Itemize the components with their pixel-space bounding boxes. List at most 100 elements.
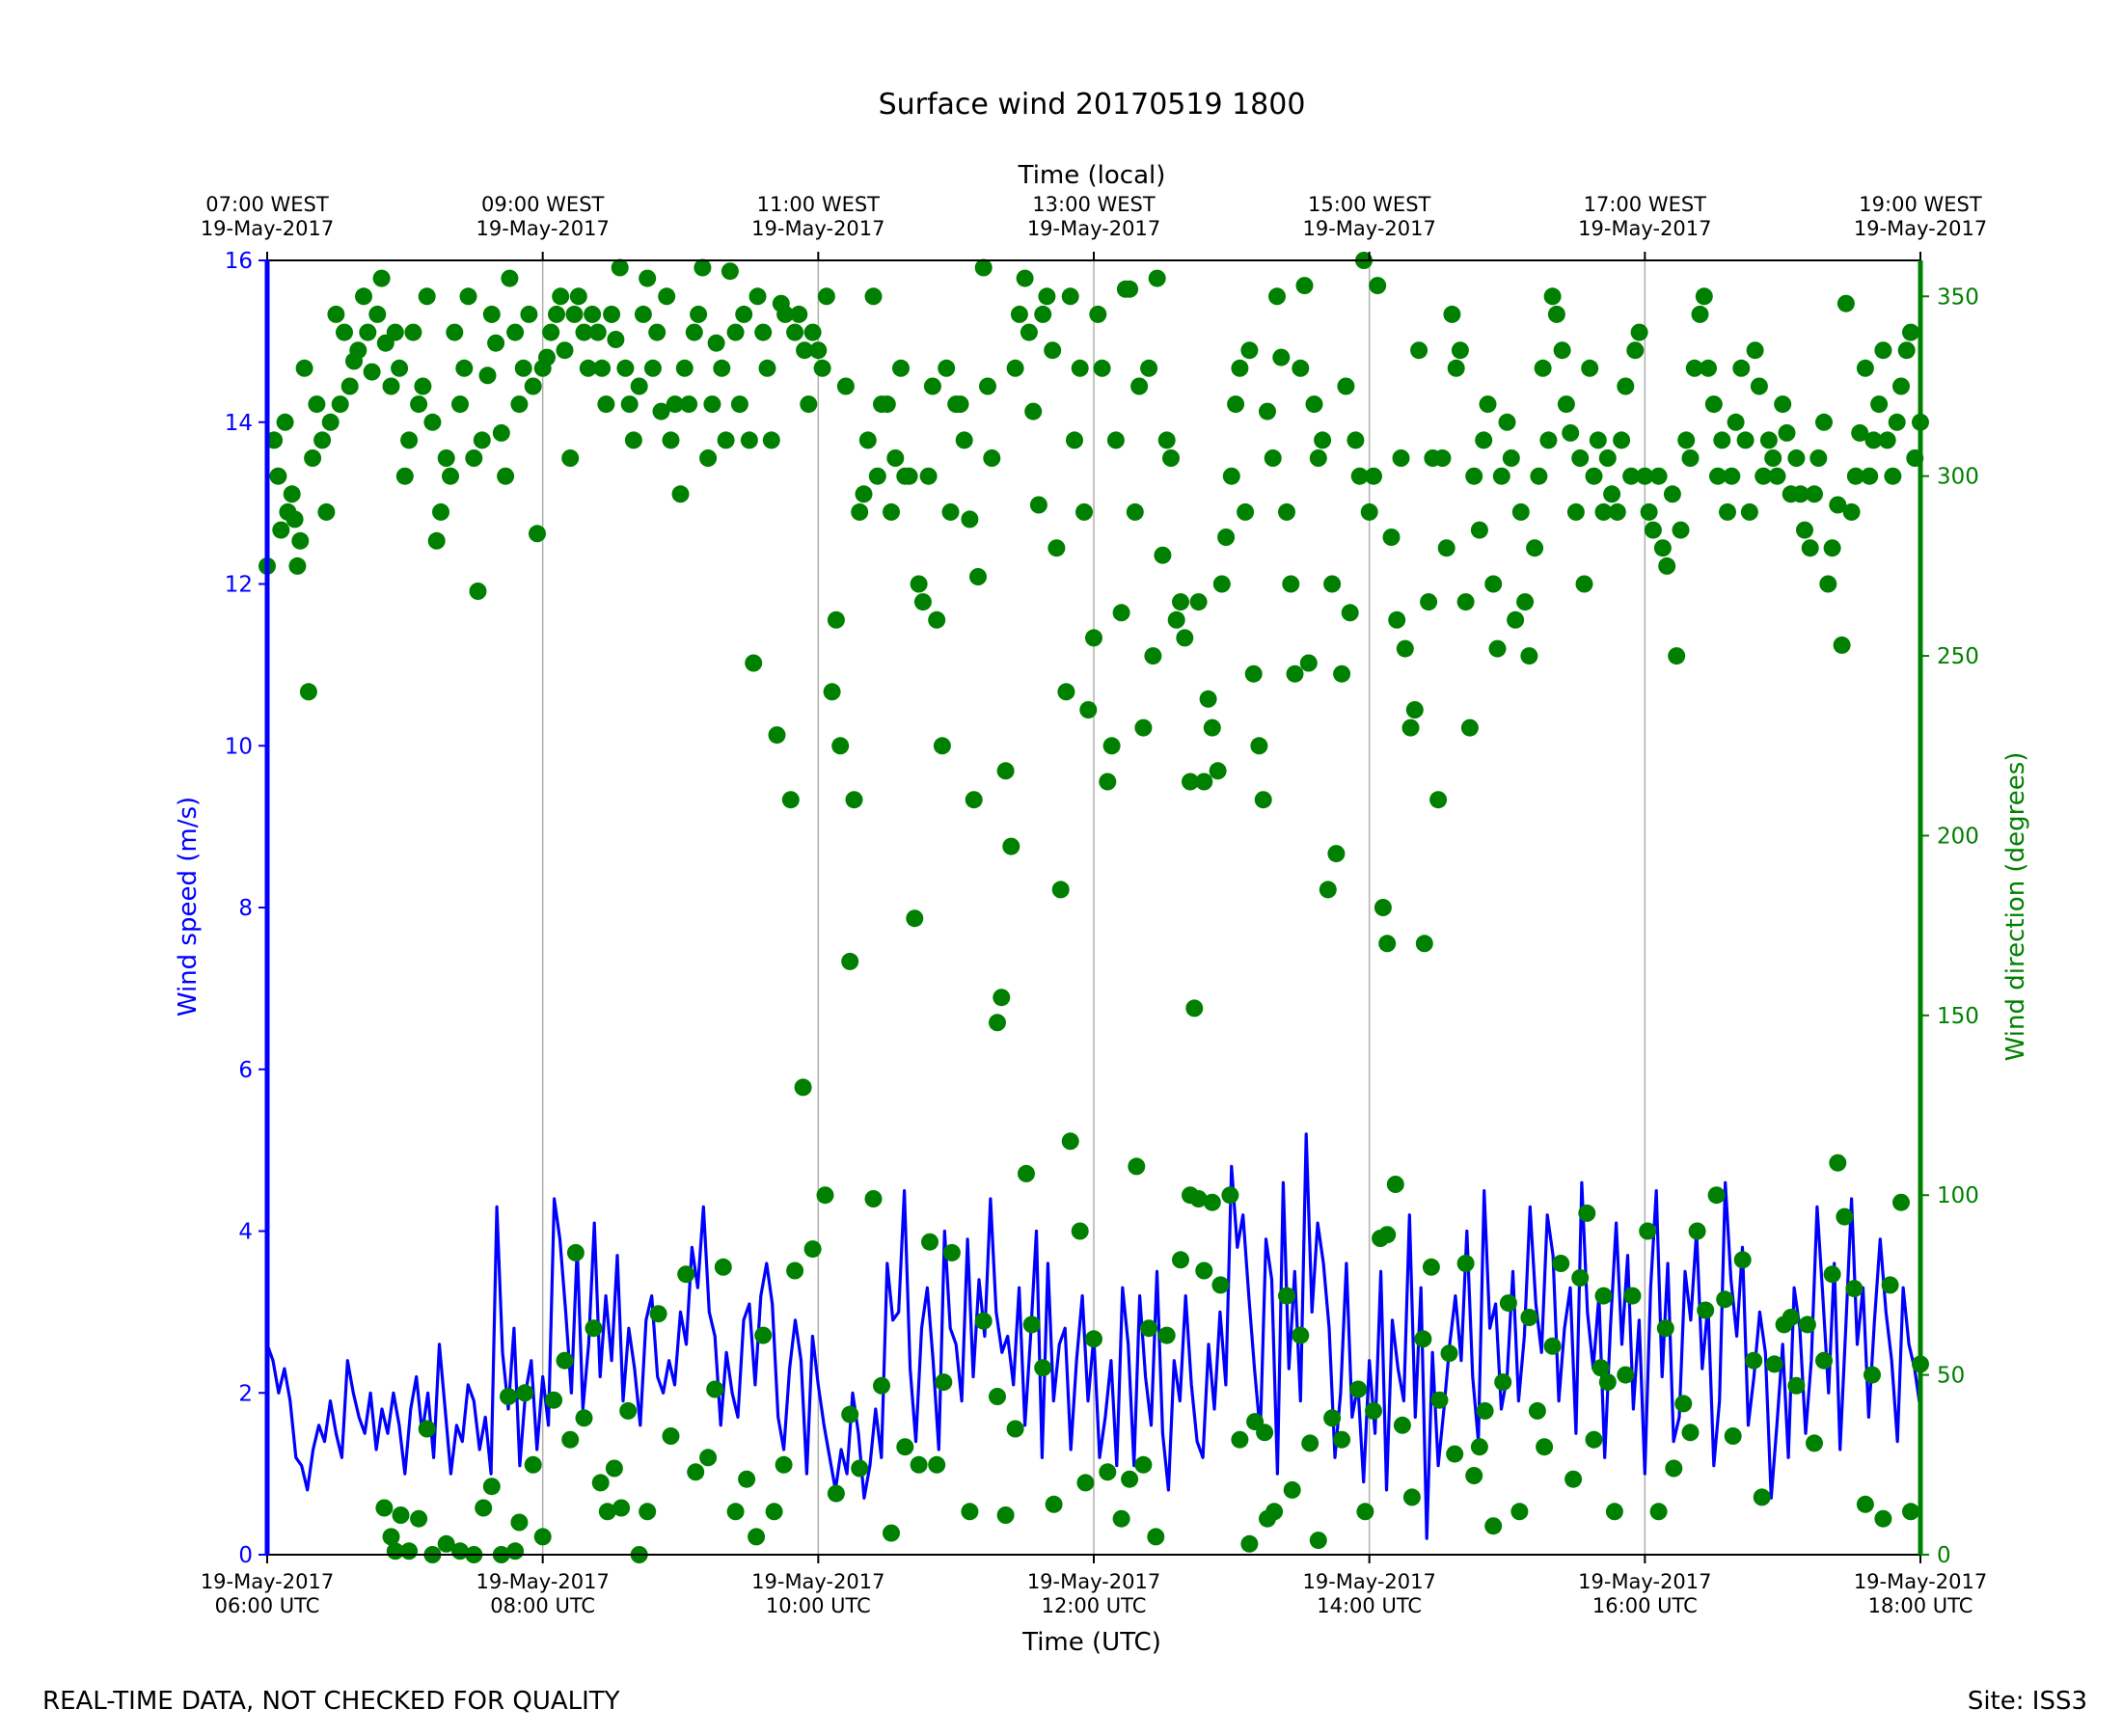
wind-direction-point bbox=[1396, 639, 1414, 658]
wind-direction-point bbox=[538, 348, 556, 366]
wind-direction-point bbox=[593, 359, 612, 377]
wind-direction-point bbox=[745, 654, 763, 672]
wind-direction-point bbox=[1836, 294, 1855, 312]
wind-direction-point bbox=[762, 431, 780, 449]
wind-direction-point bbox=[827, 1484, 845, 1503]
wind-direction-point bbox=[1045, 1495, 1063, 1513]
site-label: Site: ISS3 bbox=[1968, 1687, 2087, 1716]
wind-direction-point bbox=[545, 1391, 563, 1409]
wind-direction-point bbox=[1798, 1316, 1816, 1334]
wind-direction-point bbox=[349, 341, 367, 360]
wind-direction-point bbox=[607, 331, 625, 348]
wind-direction-point bbox=[1750, 377, 1768, 395]
wind-direction-point bbox=[1217, 529, 1236, 546]
wind-direction-point bbox=[652, 402, 670, 420]
wind-direction-point bbox=[951, 395, 969, 414]
wind-direction-point bbox=[1592, 1359, 1610, 1377]
wind-direction-point bbox=[1630, 323, 1648, 341]
wind-direction-point bbox=[566, 1243, 585, 1261]
wind-direction-point bbox=[524, 377, 542, 395]
bottom-tick-label: 10:00 UTC bbox=[766, 1594, 871, 1617]
wind-direction-point bbox=[1566, 502, 1585, 521]
bottom-tick-label: 12:00 UTC bbox=[1042, 1594, 1147, 1617]
wind-direction-point bbox=[1653, 539, 1672, 557]
wind-direction-point bbox=[855, 485, 873, 503]
wind-direction-point bbox=[1745, 1351, 1763, 1370]
right-tick-label: 100 bbox=[1937, 1183, 1979, 1208]
bottom-tick-label: 08:00 UTC bbox=[490, 1594, 595, 1617]
wind-direction-point bbox=[1787, 1376, 1806, 1395]
wind-direction-point bbox=[873, 1376, 890, 1395]
wind-direction-point bbox=[299, 683, 317, 701]
wind-direction-point bbox=[1076, 1474, 1095, 1492]
wind-direction-point bbox=[1259, 402, 1276, 420]
wind-direction-point bbox=[1649, 1503, 1668, 1521]
wind-direction-point bbox=[1823, 1265, 1841, 1284]
wind-direction-point bbox=[1369, 277, 1387, 295]
top-tick-label: 17:00 WEST bbox=[1584, 193, 1707, 216]
wind-direction-point bbox=[1639, 1222, 1657, 1240]
quality-note: REAL-TIME DATA, NOT CHECKED FOR QUALITY bbox=[42, 1687, 620, 1716]
wind-direction-point bbox=[552, 287, 570, 306]
wind-direction-point bbox=[487, 334, 505, 352]
wind-direction-point bbox=[1716, 1290, 1734, 1309]
wind-direction-point bbox=[418, 287, 436, 306]
wind-direction-point bbox=[1856, 1495, 1874, 1513]
wind-direction-point bbox=[1547, 305, 1565, 323]
wind-direction-point bbox=[482, 305, 501, 323]
wind-direction-point bbox=[1685, 359, 1703, 377]
wind-direction-point bbox=[446, 323, 464, 341]
top-axis-label: Time (local) bbox=[1018, 161, 1166, 190]
wind-direction-point bbox=[765, 1503, 783, 1521]
wind-direction-point bbox=[1237, 502, 1255, 521]
wind-direction-point bbox=[1167, 610, 1185, 629]
wind-direction-point bbox=[400, 431, 419, 449]
wind-direction-point bbox=[1309, 1532, 1327, 1550]
wind-direction-point bbox=[1861, 467, 1879, 485]
bottom-tick-label: 14:00 UTC bbox=[1317, 1594, 1422, 1617]
wind-direction-point bbox=[612, 1499, 631, 1517]
wind-direction-point bbox=[427, 531, 446, 550]
wind-direction-point bbox=[1121, 280, 1139, 298]
wind-direction-point bbox=[1640, 502, 1658, 521]
wind-direction-point bbox=[1484, 575, 1503, 593]
wind-direction-point bbox=[492, 423, 510, 442]
wind-direction-point bbox=[649, 1305, 667, 1323]
wind-direction-point bbox=[1649, 467, 1668, 485]
wind-direction-point bbox=[868, 467, 886, 485]
wind-direction-point bbox=[823, 683, 841, 701]
wind-direction-point bbox=[1016, 269, 1034, 287]
wind-direction-point bbox=[1061, 1132, 1079, 1151]
wind-direction-point bbox=[1061, 287, 1079, 306]
wind-direction-point bbox=[1460, 719, 1479, 737]
wind-direction-point bbox=[1691, 305, 1709, 323]
wind-direction-point bbox=[395, 467, 414, 485]
right-tick-label: 0 bbox=[1937, 1543, 1951, 1568]
wind-direction-point bbox=[313, 431, 332, 449]
wind-direction-point bbox=[1562, 423, 1580, 442]
wind-direction-point bbox=[910, 1455, 928, 1474]
wind-direction-point bbox=[1447, 359, 1465, 377]
wind-direction-point bbox=[1603, 485, 1621, 503]
wind-direction-point bbox=[1617, 1366, 1635, 1384]
wind-direction-point bbox=[1672, 521, 1690, 539]
wind-direction-point bbox=[1388, 610, 1406, 629]
wind-direction-point bbox=[363, 363, 381, 381]
wind-direction-point bbox=[900, 467, 918, 485]
wind-direction-point bbox=[841, 1405, 859, 1424]
wind-direction-point bbox=[1470, 521, 1488, 539]
wind-direction-point bbox=[1154, 546, 1172, 564]
wind-direction-point bbox=[1594, 502, 1613, 521]
wind-direction-point bbox=[1203, 719, 1221, 737]
wind-direction-point bbox=[1333, 1430, 1351, 1449]
top-tick-label: 19-May-2017 bbox=[1027, 217, 1160, 240]
wind-direction-point bbox=[1765, 1355, 1783, 1373]
wind-direction-point bbox=[1264, 449, 1282, 467]
wind-direction-point bbox=[1147, 1528, 1165, 1546]
wind-direction-point bbox=[1815, 413, 1833, 431]
wind-direction-point bbox=[1360, 502, 1378, 521]
right-tick-label: 250 bbox=[1937, 644, 1979, 669]
wind-direction-point bbox=[694, 258, 712, 277]
top-tick-label: 15:00 WEST bbox=[1308, 193, 1431, 216]
